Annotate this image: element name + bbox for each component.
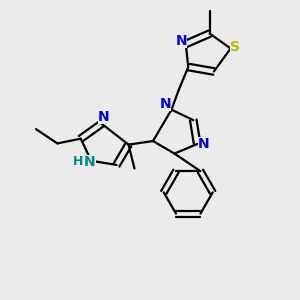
Text: N: N [84,154,96,169]
Text: N: N [198,137,210,151]
Text: N: N [160,97,171,111]
Text: S: S [230,40,240,54]
Text: N: N [98,110,110,124]
Text: N: N [176,34,187,48]
Text: H: H [72,155,83,168]
